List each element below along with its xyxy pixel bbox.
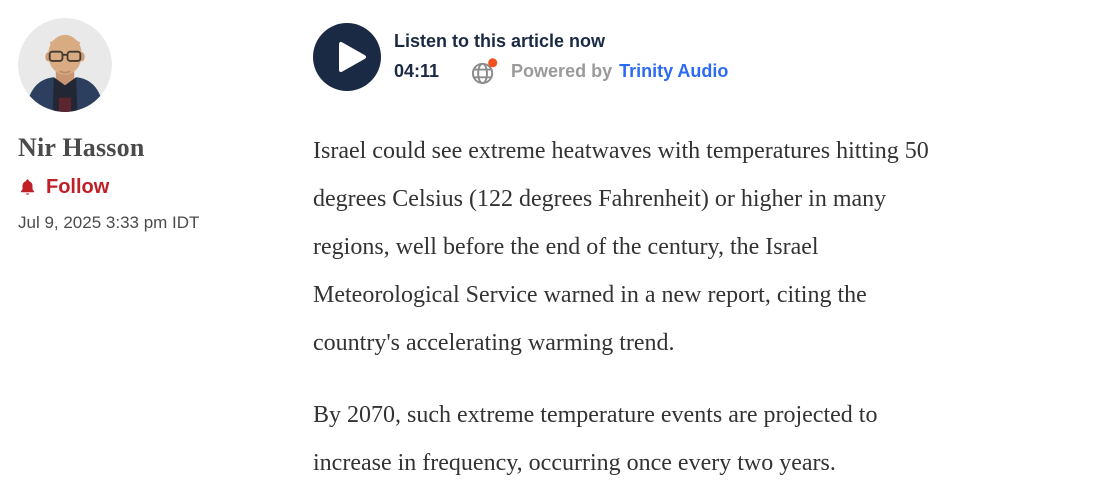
author-name[interactable]: Nir Hasson <box>18 133 145 162</box>
powered-by-label: Powered by <box>511 61 613 81</box>
author-card: Nir Hasson Follow Jul 9, 2025 3:33 pm ID… <box>18 18 298 233</box>
follow-label: Follow <box>46 176 110 198</box>
player-title: Listen to this article now <box>394 31 606 51</box>
trinity-audio-link[interactable]: Trinity Audio <box>619 61 729 81</box>
article-timestamp: Jul 9, 2025 3:33 pm IDT <box>18 213 200 232</box>
audio-duration: 04:11 <box>394 61 440 81</box>
notification-dot <box>488 58 498 68</box>
play-button[interactable] <box>313 23 381 91</box>
player-info: Listen to this article now 04:11 <box>394 23 728 85</box>
author-photo <box>18 18 112 112</box>
follow-button[interactable]: Follow <box>18 176 109 199</box>
article-body: Israel could see extreme heatwaves with … <box>313 127 1085 487</box>
bell-icon <box>18 178 37 197</box>
globe-icon <box>470 58 499 85</box>
play-icon <box>313 23 381 91</box>
audio-player: Listen to this article now 04:11 <box>313 23 1085 91</box>
player-meta: 04:11 Powered by Tr <box>394 58 728 85</box>
author-avatar[interactable] <box>18 18 112 112</box>
article-paragraph-1: Israel could see extreme heatwaves with … <box>313 138 929 356</box>
article-content: Listen to this article now 04:11 <box>313 23 1085 487</box>
article-paragraph-2: By 2070, such extreme temperature events… <box>313 402 878 476</box>
